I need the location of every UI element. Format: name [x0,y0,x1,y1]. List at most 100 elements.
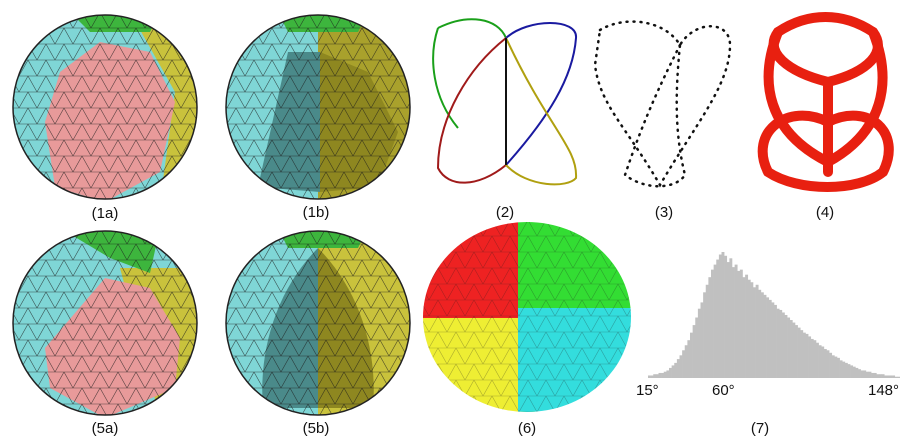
histogram-bar [747,279,751,378]
histogram-bar [897,376,900,378]
histogram-bar [837,357,840,378]
panel-2-curves [428,18,583,193]
histogram-bar [842,361,846,378]
x-tick-148: 148° [868,382,900,399]
histogram-bar [655,374,659,378]
histogram-bar [750,282,754,378]
panel-4-tube [748,12,903,192]
sphere-1b-image [225,14,411,200]
histogram-bar [892,375,896,378]
x-tick-60: 60° [712,382,735,399]
histogram-bar [732,267,735,378]
histogram-bar [745,274,749,378]
histogram-bar [847,364,851,378]
histogram-bar [679,355,683,378]
histogram-bar [653,374,657,378]
histogram-bar [802,332,806,378]
histogram-bar [760,292,764,378]
histogram-bar [774,304,777,378]
histogram-bar [690,332,693,378]
panel-7-histogram [648,250,900,380]
histogram-bar [648,375,651,378]
tube-4-image [757,12,894,192]
histogram-bar [739,269,743,378]
histogram-bar [863,370,867,378]
caption-6: (6) [517,420,537,437]
histogram-bar [855,367,859,378]
histogram-bar [850,365,854,378]
histogram-bar [871,372,875,378]
histogram-bar [721,252,725,378]
sphere-1a-image [12,14,198,200]
caption-4: (4) [815,204,835,221]
histogram-bar [826,350,830,378]
histogram-bar [697,308,701,378]
histogram-bar [805,333,809,378]
histogram-bar [852,366,856,378]
histogram-bar [768,299,772,378]
histogram-bar [763,294,767,378]
panel-1b-split-sphere [218,12,418,202]
histogram-bar [684,345,688,378]
disc-6-image [423,222,631,412]
histogram-bar [810,338,814,378]
histogram-bar [658,372,662,378]
histogram-bar [711,269,714,378]
histogram-bar [886,375,890,378]
histogram-bar [834,356,838,378]
histogram-bar [858,369,861,378]
histogram-bar [792,322,796,378]
histogram-bar [758,289,762,378]
histogram-bar [650,375,654,378]
histogram-bar [818,345,822,378]
histogram-bar [873,372,877,378]
caption-2: (2) [495,204,515,221]
histogram-bar [881,374,885,378]
x-tick-15: 15° [636,382,659,399]
histogram-bar [800,330,804,378]
histogram-bar [865,371,869,378]
histogram-bar [781,312,785,378]
histogram-bar [669,367,672,378]
panel-6-disc [420,220,635,415]
histogram-bar [823,349,827,378]
histogram-bar [729,258,733,378]
histogram-bar [753,287,756,378]
histogram-bar [831,355,835,378]
caption-1a: (1a) [91,205,119,222]
histogram-bar [734,264,738,378]
histogram-bar [808,336,812,378]
histogram-bar [687,340,691,378]
caption-1b: (1b) [302,204,330,221]
histogram-bar [661,372,665,378]
caption-5a: (5a) [91,420,119,437]
caption-7: (7) [750,420,770,437]
histogram-bar [889,375,893,378]
histogram-bar [705,284,709,378]
histogram-bar [829,352,833,378]
histogram-bar [879,374,882,378]
histogram-bar [860,370,864,378]
histogram-bar [795,325,798,378]
histogram-bar [844,362,848,378]
histogram-bar [695,317,699,378]
histogram-bar [676,359,680,378]
histogram-bar [776,308,780,378]
histogram-bar [894,376,898,378]
histogram-bar [726,262,730,378]
histogram-bar [742,277,746,378]
histogram-bar [755,284,759,378]
histogram-bar [839,360,843,378]
histogram-bar [868,371,872,378]
histogram-bar [813,340,817,378]
histogram-bar [713,264,717,378]
histogram-chart [648,252,900,378]
histogram-bar [666,370,670,378]
sphere-5b-image [225,230,411,416]
histogram-bar [671,365,675,378]
caption-3: (3) [654,204,674,221]
histogram-bar [766,297,770,378]
histogram-bar [816,342,819,378]
histogram-bar [716,259,720,378]
histogram-bar [724,255,728,378]
